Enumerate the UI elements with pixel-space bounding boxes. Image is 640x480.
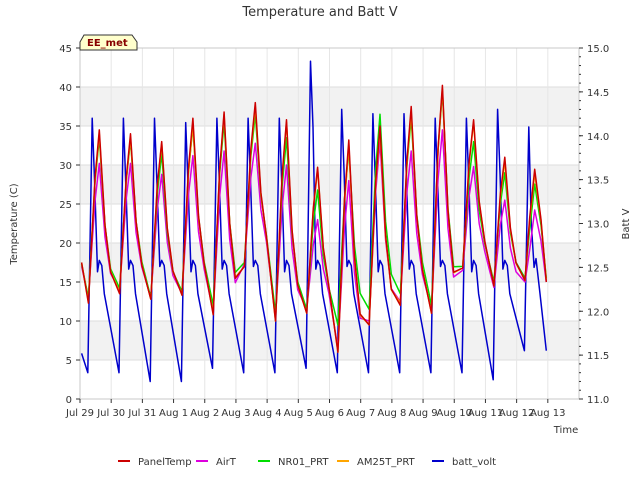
legend: PanelTemp AirT NR01_PRT AM25T_PRT batt_volt	[118, 457, 496, 468]
y-tick-label: 0	[66, 395, 72, 406]
series-line-nr01-prt	[80, 90, 548, 326]
x-tick-label: Aug 9	[409, 408, 438, 419]
x-tick-label: Aug 13	[530, 408, 565, 419]
x-tick-label: Aug 5	[284, 408, 313, 419]
y2-tick-label: 11.5	[587, 351, 609, 362]
x-axis: Jul 29 Jul 30 Jul 31 Aug 1 Aug 2 Aug 3 Aug 4 Au…	[65, 399, 566, 419]
y2-axis-label: Batt V	[621, 208, 632, 239]
legend-label: PanelTemp	[138, 457, 192, 468]
x-tick-label: Aug 6	[315, 408, 344, 419]
station-label-box: EE_met	[79, 34, 138, 51]
y2-tick-label: 13.0	[587, 220, 609, 231]
y-tick-label: 30	[59, 161, 72, 172]
x-tick-label: Aug 12	[499, 408, 534, 419]
series-layer	[80, 60, 548, 383]
y2-tick-label: 13.5	[587, 176, 609, 187]
x-tick-label: Aug 1	[159, 408, 188, 419]
x-tick-label: Aug 11	[468, 408, 503, 419]
y-axis-left: 0 5 10 15 20 25 30 35 40 45	[59, 44, 80, 406]
chart-title: Temperature and Batt V	[241, 5, 397, 20]
series-line-paneltemp	[80, 84, 548, 353]
y-tick-label: 20	[59, 239, 72, 250]
y-axis-right: 11.0 11.5 12.0 12.5 13.0 13.5 14.0 14.5 15.0	[579, 44, 609, 406]
legend-label: NR01_PRT	[278, 457, 329, 468]
x-tick-label: Jul 29	[65, 408, 94, 419]
legend-label: AirT	[216, 457, 237, 468]
y-tick-label: 35	[59, 122, 72, 133]
y-tick-label: 40	[59, 83, 72, 94]
y-tick-label: 5	[66, 356, 72, 367]
x-tick-label: Aug 8	[377, 408, 406, 419]
y2-tick-label: 12.5	[587, 263, 609, 274]
x-tick-label: Jul 30	[96, 408, 125, 419]
station-label: EE_met	[87, 38, 128, 49]
x-axis-label: Time	[553, 425, 578, 436]
x-tick-label: Aug 4	[253, 408, 282, 419]
legend-label: batt_volt	[452, 457, 496, 468]
y2-tick-label: 15.0	[587, 44, 609, 55]
y2-tick-label: 14.0	[587, 132, 609, 143]
y2-tick-label: 14.5	[587, 88, 609, 99]
x-tick-label: Aug 3	[221, 408, 250, 419]
series-line-airt	[80, 129, 548, 350]
y-axis-label: Temperature (C)	[9, 183, 20, 265]
x-tick-label: Aug 7	[346, 408, 375, 419]
legend-label: AM25T_PRT	[357, 457, 416, 468]
x-tick-label: Aug 10	[437, 408, 472, 419]
y-tick-label: 15	[59, 278, 72, 289]
x-tick-label: Jul 31	[127, 408, 156, 419]
y-tick-label: 25	[59, 200, 72, 211]
y2-tick-label: 12.0	[587, 307, 609, 318]
y-tick-label: 45	[59, 44, 72, 55]
x-tick-label: Aug 2	[190, 408, 219, 419]
y2-tick-label: 11.0	[587, 395, 609, 406]
y-tick-label: 10	[59, 317, 72, 328]
